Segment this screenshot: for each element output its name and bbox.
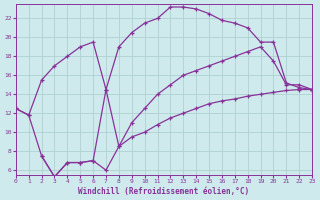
X-axis label: Windchill (Refroidissement éolien,°C): Windchill (Refroidissement éolien,°C) [78, 187, 250, 196]
